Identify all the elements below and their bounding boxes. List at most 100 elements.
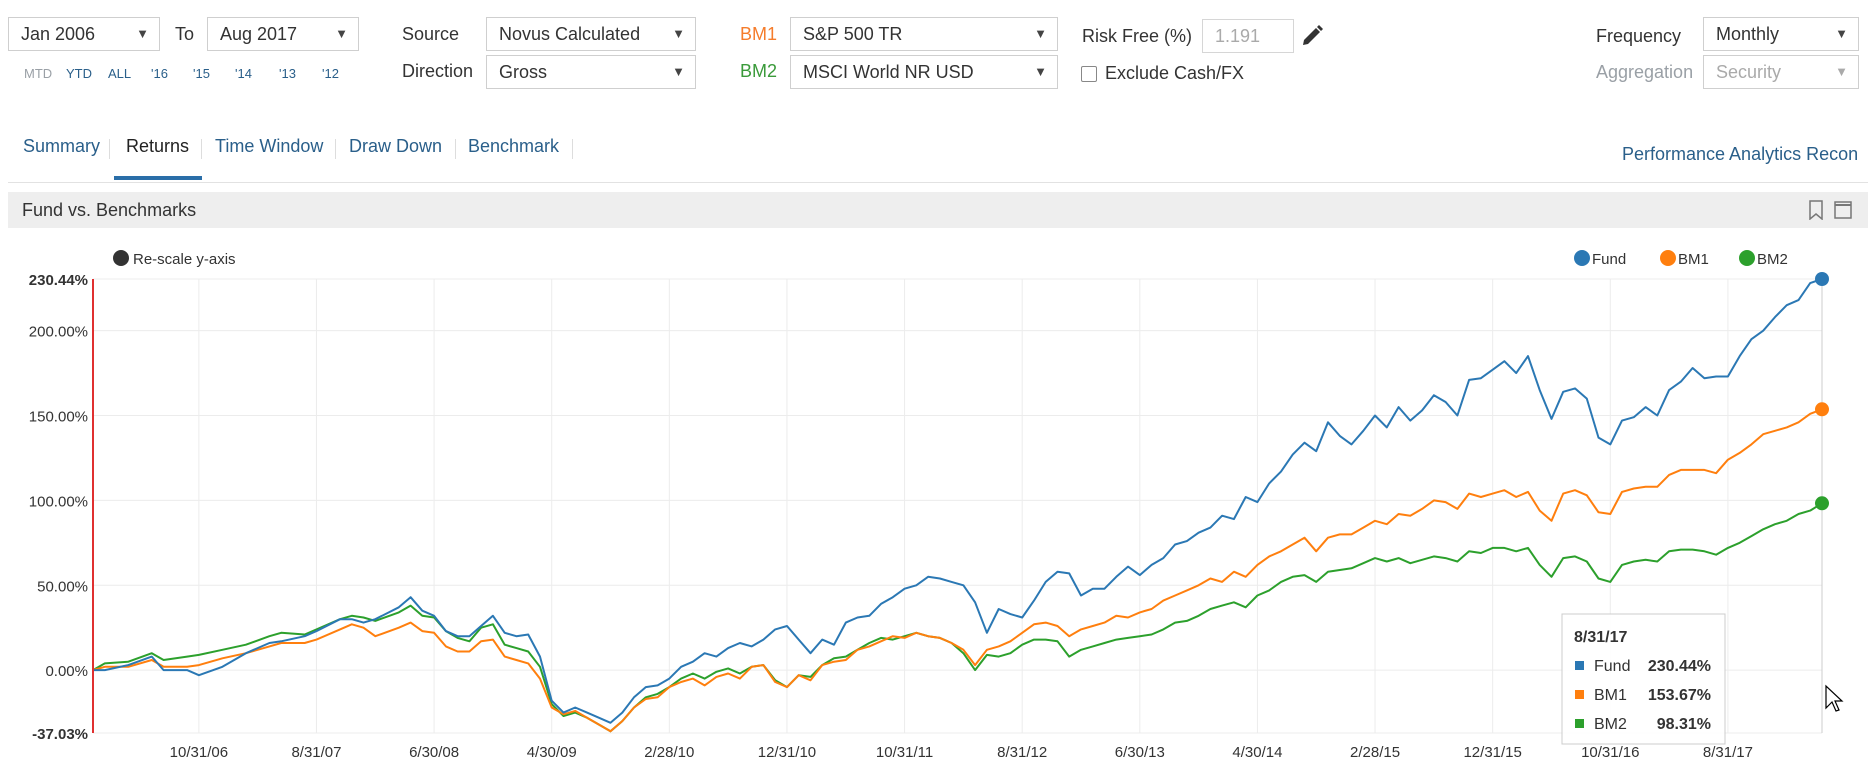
source-value: Novus Calculated	[499, 24, 641, 44]
panel-title: Fund vs. Benchmarks	[22, 200, 197, 220]
tab-divider	[109, 139, 110, 159]
performance-analytics-recon-link[interactable]: Performance Analytics Recon	[1622, 144, 1859, 164]
chevron-down-icon: ▼	[335, 26, 348, 41]
end-marker-bm1[interactable]	[1815, 402, 1829, 417]
tab-benchmark[interactable]: Benchmark	[468, 136, 560, 156]
x-tick-label: 10/31/06	[170, 744, 228, 761]
legend-item-bm1[interactable]: BM1	[1678, 251, 1709, 268]
bm1-select[interactable]: S&P 500 TR ▼	[790, 17, 1058, 51]
x-tick-label: 2/28/10	[644, 744, 694, 761]
tab-time-window[interactable]: Time Window	[215, 136, 324, 156]
bm2-label: BM2	[740, 61, 778, 81]
rescale-toggle-icon[interactable]	[113, 250, 129, 266]
tooltip-swatch	[1575, 690, 1584, 699]
chevron-down-icon: ▼	[672, 26, 685, 41]
risk-free-input[interactable]: 1.191	[1202, 19, 1294, 53]
tab-divider	[455, 139, 456, 159]
end-date-select[interactable]: Aug 2017 ▼	[207, 17, 359, 51]
legend-marker[interactable]	[1660, 250, 1676, 266]
tab-summary[interactable]: Summary	[23, 136, 101, 156]
y-tick-label: 230.44%	[29, 272, 88, 289]
tooltip-box	[1561, 613, 1726, 745]
y-tick-label: 50.00%	[37, 578, 88, 595]
tooltip-series-value: 153.67%	[1648, 687, 1711, 704]
tabs-divider-line	[8, 182, 1868, 183]
chevron-down-icon: ▼	[1835, 64, 1848, 79]
quick-range-link[interactable]: ALL	[108, 66, 132, 81]
x-tick-label: 12/31/10	[758, 744, 816, 761]
tooltip-date: 8/31/17	[1574, 629, 1627, 646]
frequency-select[interactable]: Monthly ▼	[1703, 17, 1859, 51]
tooltip-series-name: Fund	[1594, 658, 1630, 675]
quick-range-link[interactable]: '13	[279, 66, 296, 81]
tooltip-series-value: 98.31%	[1657, 716, 1711, 733]
mouse-cursor-icon	[1825, 684, 1844, 712]
chevron-down-icon: ▼	[672, 64, 685, 79]
legend-item-bm2[interactable]: BM2	[1757, 251, 1788, 268]
bm1-label: BM1	[740, 24, 778, 44]
y-tick-label: -37.03%	[32, 726, 88, 743]
series-line-bm1	[92, 408, 1823, 733]
aggregation-value: Security	[1716, 62, 1782, 82]
y-tick-label: 0.00%	[45, 663, 88, 680]
exclude-cash-label: Exclude Cash/FX	[1105, 63, 1245, 83]
active-tab-indicator	[114, 176, 202, 180]
aggregation-label: Aggregation	[1596, 62, 1694, 82]
chevron-down-icon: ▼	[1835, 26, 1848, 41]
x-tick-label: 10/31/16	[1581, 744, 1639, 761]
maximize-icon[interactable]	[1834, 201, 1852, 219]
tooltip-swatch	[1575, 661, 1584, 670]
aggregation-select[interactable]: Security ▼	[1703, 55, 1859, 89]
y-tick-label: 100.00%	[29, 493, 88, 510]
tab-divider	[572, 139, 573, 159]
quick-range-link[interactable]: '15	[193, 66, 210, 81]
x-tick-label: 4/30/09	[527, 744, 577, 761]
exclude-cash-checkbox[interactable]	[1081, 66, 1097, 82]
pencil-icon[interactable]	[1300, 24, 1324, 48]
start-date-select[interactable]: Jan 2006 ▼	[8, 17, 160, 51]
chevron-down-icon: ▼	[1034, 64, 1047, 79]
end-date-value: Aug 2017	[220, 24, 298, 44]
chevron-down-icon: ▼	[136, 26, 149, 41]
risk-free-label: Risk Free (%)	[1082, 26, 1193, 46]
y-tick-label: 150.00%	[29, 409, 88, 426]
legend-item-fund[interactable]: Fund	[1592, 251, 1626, 268]
tooltip-series-name: BM1	[1594, 687, 1627, 704]
legend-marker[interactable]	[1739, 250, 1755, 266]
end-marker-fund[interactable]	[1815, 272, 1829, 286]
bm2-select[interactable]: MSCI World NR USD ▼	[790, 55, 1058, 89]
legend-marker[interactable]	[1574, 250, 1590, 266]
frequency-label: Frequency	[1596, 26, 1682, 46]
quick-range-link[interactable]: '16	[151, 66, 168, 81]
end-marker-bm2[interactable]	[1815, 496, 1829, 511]
tooltip-series-name: BM2	[1594, 716, 1627, 733]
direction-select[interactable]: Gross ▼	[486, 55, 696, 89]
quick-range-link[interactable]: '14	[235, 66, 252, 81]
x-tick-label: 8/31/12	[997, 744, 1047, 761]
x-tick-label: 12/31/15	[1463, 744, 1521, 761]
rescale-y-axis-label[interactable]: Re-scale y-axis	[133, 251, 236, 268]
source-select[interactable]: Novus Calculated ▼	[486, 17, 696, 51]
bm2-value: MSCI World NR USD	[803, 62, 974, 82]
x-tick-label: 2/28/15	[1350, 744, 1400, 761]
bookmark-icon[interactable]	[1808, 200, 1824, 220]
returns-chart[interactable]: 230.44% 200.00% 150.00% 100.00% 50.00% 0.00% -…	[0, 230, 1875, 778]
to-label: To	[175, 24, 195, 44]
tab-draw-down[interactable]: Draw Down	[349, 136, 443, 156]
source-label: Source	[402, 24, 460, 44]
quick-range-link[interactable]: MTD	[24, 66, 53, 81]
x-tick-label: 6/30/13	[1115, 744, 1165, 761]
series-line-fund	[93, 278, 1823, 724]
bm1-value: S&P 500 TR	[803, 24, 903, 44]
tooltip-series-value: 230.44%	[1648, 658, 1711, 675]
quick-range-link[interactable]: YTD	[66, 66, 92, 81]
series-line-bm2	[92, 502, 1823, 733]
quick-range-link[interactable]: '12	[322, 66, 339, 81]
start-date-value: Jan 2006	[21, 24, 96, 44]
y-tick-label: 200.00%	[29, 324, 88, 341]
frequency-value: Monthly	[1716, 24, 1780, 44]
x-tick-label: 8/31/17	[1703, 744, 1753, 761]
tab-returns[interactable]: Returns	[126, 136, 190, 156]
panel-header: Fund vs. Benchmarks	[8, 192, 1868, 228]
direction-label: Direction	[402, 61, 474, 81]
